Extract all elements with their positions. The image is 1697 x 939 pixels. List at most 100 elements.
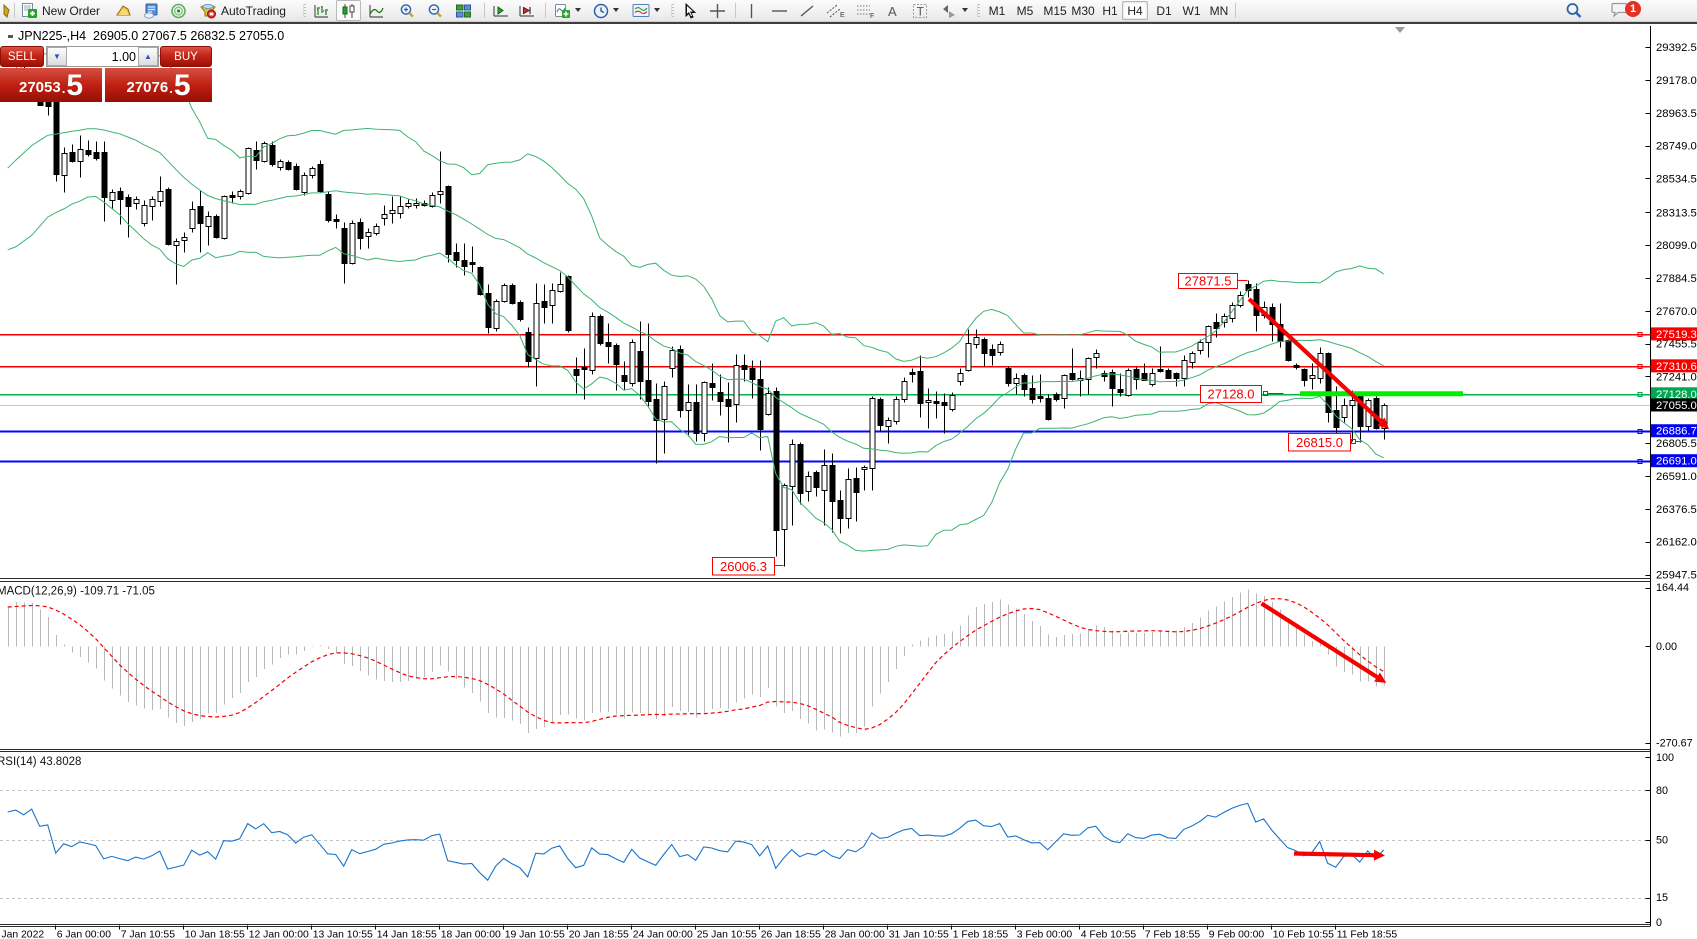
trend-arrow-rsi[interactable] bbox=[1293, 849, 1385, 861]
zoom-out-button[interactable] bbox=[424, 0, 447, 21]
new-order-button[interactable]: New Order bbox=[18, 0, 103, 21]
badge-label: 27519.3 bbox=[1656, 329, 1697, 341]
toolbar-separator bbox=[545, 3, 546, 18]
buy-button[interactable]: BUY bbox=[160, 46, 212, 67]
candle-body bbox=[1229, 305, 1236, 319]
candle-body bbox=[605, 342, 612, 347]
time-axis-label: 24 Jan 00:00 bbox=[633, 930, 693, 939]
line-handle-icon[interactable] bbox=[1637, 364, 1643, 369]
toolbar-separator bbox=[1235, 3, 1236, 18]
timeframe-H4[interactable]: H4 bbox=[1122, 1, 1148, 20]
candlestick-mode-button[interactable] bbox=[336, 0, 361, 21]
annotation-box bbox=[1200, 385, 1262, 403]
chart-shift-button[interactable] bbox=[515, 0, 539, 21]
candle-body bbox=[917, 371, 924, 404]
candle-body bbox=[933, 401, 940, 404]
sell-button[interactable]: SELL bbox=[0, 46, 44, 67]
crosshair-button[interactable] bbox=[706, 0, 729, 21]
timeframe-M30[interactable]: M30 bbox=[1071, 3, 1095, 18]
buy-price[interactable]: 27076. 5 bbox=[105, 68, 212, 102]
candles bbox=[5, 64, 1388, 567]
candle-body bbox=[189, 209, 196, 229]
templates-button[interactable] bbox=[629, 0, 664, 21]
fibonacci-button[interactable]: F bbox=[853, 0, 879, 21]
candle-body bbox=[949, 395, 956, 410]
chart-shift-marker[interactable] bbox=[1395, 27, 1405, 33]
badge-rect bbox=[1651, 359, 1697, 373]
candle-body bbox=[637, 351, 644, 382]
line-chart-mode-button[interactable] bbox=[365, 0, 388, 21]
horizontal-line-button[interactable] bbox=[768, 0, 791, 21]
sell-price[interactable]: 27053. 5 bbox=[0, 68, 102, 102]
candle-body bbox=[1053, 394, 1060, 400]
line-handle-icon[interactable] bbox=[1637, 459, 1643, 464]
trend-arrow-macd[interactable] bbox=[1260, 601, 1387, 683]
market-watch-button[interactable] bbox=[112, 0, 135, 21]
macd-label: MACD(12,26,9) -109.71 -71.05 bbox=[0, 586, 155, 598]
timeframe-MN[interactable]: MN bbox=[1209, 3, 1229, 18]
volume-decrease-button[interactable]: ▼ bbox=[47, 47, 67, 66]
text-button[interactable]: A bbox=[882, 0, 903, 21]
tile-windows-icon bbox=[456, 4, 471, 17]
annotation-box bbox=[712, 557, 775, 576]
candle-body bbox=[821, 465, 828, 491]
badge-rect bbox=[1651, 398, 1697, 412]
time-axis-label: 7 Jan 10:55 bbox=[121, 930, 176, 939]
search-button[interactable] bbox=[1562, 0, 1586, 21]
shapes-button[interactable] bbox=[937, 0, 972, 21]
price-axis-label: 26805.5 bbox=[1656, 438, 1697, 450]
auto-scroll-button[interactable] bbox=[489, 0, 513, 21]
strategy-tester-icon bbox=[171, 3, 186, 18]
timeframe-M5[interactable]: M5 bbox=[1016, 3, 1034, 18]
autotrading-button[interactable]: AutoTrading bbox=[196, 0, 289, 21]
chart-ohlc-values: 26905.0 27067.5 26832.5 27055.0 bbox=[93, 29, 285, 43]
price-annotation-27871.5[interactable]: 27871.5 bbox=[1178, 273, 1248, 289]
data-window-button[interactable] bbox=[140, 0, 163, 21]
text-label-button[interactable]: T bbox=[909, 0, 932, 21]
cursor-button[interactable] bbox=[679, 0, 700, 21]
line-handle-icon[interactable] bbox=[1637, 332, 1643, 337]
arrow-shaft bbox=[1260, 601, 1379, 679]
timeframe-M15[interactable]: M15 bbox=[1043, 3, 1067, 18]
candle-body bbox=[301, 175, 308, 193]
price-badge-27055.0: 27055.0 bbox=[1651, 398, 1697, 412]
badge-rect bbox=[1651, 387, 1697, 401]
zoom-in-button[interactable] bbox=[396, 0, 419, 21]
periods-button[interactable] bbox=[590, 0, 623, 21]
price-annotation-26815.0[interactable]: 26815.0 bbox=[1288, 433, 1362, 452]
buy-price-frac: 5 bbox=[173, 69, 191, 102]
candle-body bbox=[749, 368, 756, 380]
candle-body bbox=[557, 284, 564, 292]
trendline-button[interactable] bbox=[796, 0, 819, 21]
price-annotation-26006.3[interactable]: 26006.3 bbox=[712, 557, 784, 576]
channel-button[interactable]: E bbox=[823, 0, 849, 21]
candle-body bbox=[597, 316, 604, 344]
price-annotation-27128.0[interactable]: 27128.0 bbox=[1200, 385, 1284, 403]
candle-body bbox=[861, 467, 868, 470]
volume-input[interactable] bbox=[68, 47, 138, 66]
candle-body bbox=[517, 302, 524, 320]
trend-arrow-main[interactable] bbox=[1247, 297, 1390, 429]
candle-body bbox=[621, 375, 628, 382]
line-handle-icon[interactable] bbox=[1637, 392, 1643, 397]
volume-increase-button[interactable]: ▲ bbox=[138, 47, 158, 66]
volume-spinner: ▼ ▲ bbox=[46, 46, 159, 67]
auto-scroll-icon bbox=[493, 5, 508, 17]
timeframe-D1[interactable]: D1 bbox=[1156, 3, 1172, 18]
strategy-tester-button[interactable] bbox=[167, 0, 190, 21]
bar-chart-mode-button[interactable] bbox=[310, 0, 333, 21]
annotation-text: 27128.0 bbox=[1208, 387, 1255, 402]
timeframe-W1[interactable]: W1 bbox=[1182, 3, 1201, 18]
indicators-button[interactable] bbox=[551, 0, 585, 21]
vertical-line-button[interactable] bbox=[742, 0, 761, 21]
candle-body bbox=[213, 216, 220, 238]
price-axis-label: 25947.5 bbox=[1656, 570, 1697, 582]
tile-windows-button[interactable] bbox=[452, 0, 475, 21]
dropdown-arrow-icon bbox=[613, 8, 619, 12]
candle-body bbox=[1293, 365, 1300, 368]
line-handle-icon[interactable] bbox=[1637, 429, 1643, 434]
timeframe-M1[interactable]: M1 bbox=[988, 3, 1006, 18]
price-chart[interactable]: 29392.5 29178.0 28963.5 28749.0 28534.5 28313… bbox=[0, 24, 1697, 939]
timeframe-H1[interactable]: H1 bbox=[1102, 3, 1118, 18]
svg-text:A: A bbox=[888, 4, 897, 19]
